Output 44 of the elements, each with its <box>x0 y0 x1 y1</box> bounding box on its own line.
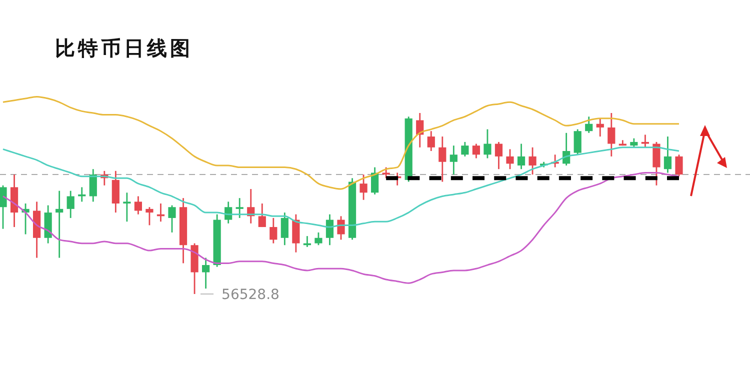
candlestick <box>337 215 345 240</box>
candlestick <box>56 190 64 258</box>
candlestick <box>202 257 210 290</box>
candlestick <box>0 184 7 230</box>
candlestick <box>416 112 424 148</box>
candlestick <box>258 202 266 228</box>
candlestick <box>112 170 120 214</box>
candlestick <box>280 212 288 246</box>
candlestick <box>506 148 514 170</box>
candlestick <box>78 186 86 202</box>
candlestick <box>528 146 536 176</box>
candlestick <box>664 136 672 174</box>
candlestick <box>596 118 604 138</box>
candlestick <box>450 144 458 176</box>
candlestick <box>360 174 368 201</box>
candlestick <box>461 141 469 158</box>
candlestick <box>371 166 379 196</box>
candlestick <box>484 128 492 159</box>
candlestick <box>66 190 74 219</box>
annotation: 56528.8 <box>222 287 280 303</box>
candlestick <box>494 141 503 170</box>
candlestick <box>675 154 683 178</box>
candlestick <box>382 166 390 179</box>
candlestick <box>472 143 480 159</box>
candlestick <box>89 168 97 202</box>
candlestick <box>236 197 244 219</box>
candlestick <box>608 112 616 158</box>
candlestick <box>134 196 142 216</box>
candlestick <box>427 130 435 152</box>
candlestick <box>641 134 649 148</box>
candlestick <box>292 214 300 254</box>
candlestick <box>574 128 582 156</box>
candlestick <box>314 232 322 246</box>
chart-title: 比特币日线图 <box>55 36 193 60</box>
candlestick <box>630 138 638 148</box>
candlestick <box>123 192 131 222</box>
candlestick <box>585 116 593 134</box>
candlestick <box>146 206 154 226</box>
candlestick <box>652 141 660 186</box>
candlestick <box>168 204 176 234</box>
candlestick <box>438 136 446 182</box>
candlestick <box>326 214 334 246</box>
candlestick <box>270 217 278 244</box>
candlestick <box>517 143 526 170</box>
